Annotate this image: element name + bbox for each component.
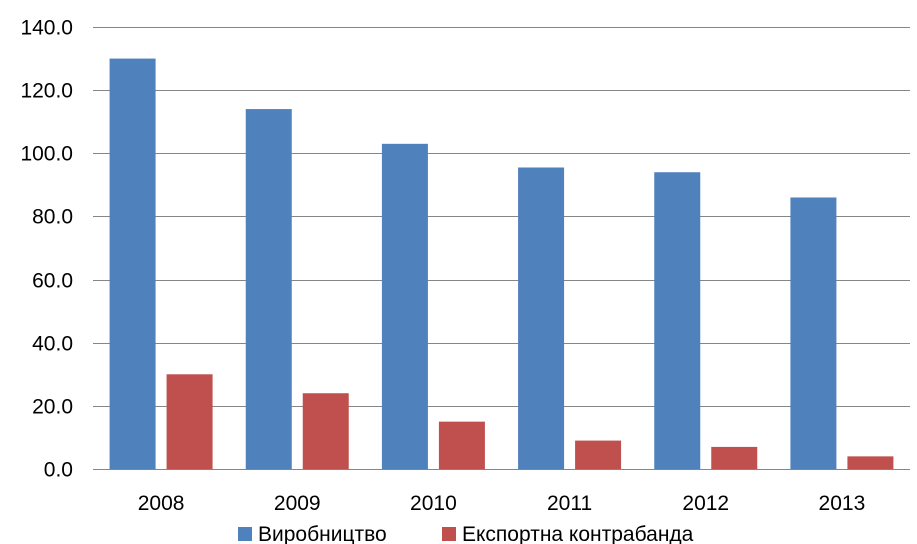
bar-production-2013 [790,197,837,469]
gridlines [93,27,910,470]
y-tick-label: 100.0 [20,143,73,166]
bars [109,58,894,470]
bar-export-contraband-2013 [847,456,894,469]
y-tick-label: 80.0 [32,206,73,229]
x-tick-label: 2013 [819,492,866,515]
x-tick-label: 2012 [682,492,729,515]
x-tick-label: 2008 [138,492,185,515]
x-tick-label: 2011 [547,492,592,515]
legend-swatch [442,527,456,541]
x-tick-label: 2010 [410,492,457,515]
bar-production-2009 [245,109,292,469]
legend-label: Виробництво [258,523,387,544]
y-tick-label: 60.0 [32,270,73,293]
bar-production-2008 [109,58,156,469]
y-tick-label: 140.0 [20,17,73,40]
legend: Виробництво Експортна контрабанда [238,523,694,544]
bar-export-contraband-2012 [711,446,758,469]
x-axis-tick-labels: 2008 2009 2010 2011 2012 2013 [138,492,866,515]
bar-production-2012 [654,172,701,469]
y-axis-tick-labels: 0.0 20.0 40.0 60.0 80.0 100.0 120.0 140.0 [20,17,73,482]
bar-export-contraband-2010 [438,421,485,469]
bar-export-contraband-2011 [575,440,622,469]
legend-label: Експортна контрабанда [462,523,694,544]
bar-production-2011 [518,167,565,469]
y-tick-label: 40.0 [32,333,73,356]
y-tick-label: 20.0 [32,396,73,419]
y-tick-label: 0.0 [44,459,73,482]
bar-export-contraband-2008 [166,374,213,469]
x-tick-label: 2009 [274,492,321,515]
legend-swatch [238,527,252,541]
bar-export-contraband-2009 [302,393,349,469]
bar-production-2010 [381,143,428,470]
y-tick-label: 120.0 [20,80,73,103]
